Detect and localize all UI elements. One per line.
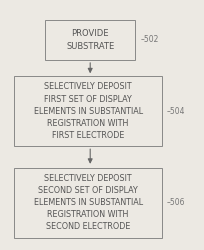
FancyBboxPatch shape	[45, 20, 135, 60]
FancyBboxPatch shape	[14, 76, 161, 146]
FancyBboxPatch shape	[14, 168, 161, 238]
Text: –502: –502	[140, 36, 158, 44]
Text: PROVIDE
SUBSTRATE: PROVIDE SUBSTRATE	[66, 30, 114, 50]
Text: –506: –506	[166, 198, 185, 207]
Text: –504: –504	[166, 107, 185, 116]
Text: SELECTIVELY DEPOSIT
SECOND SET OF DISPLAY
ELEMENTS IN SUBSTANTIAL
REGISTRATION W: SELECTIVELY DEPOSIT SECOND SET OF DISPLA…	[33, 174, 142, 231]
Text: SELECTIVELY DEPOSIT
FIRST SET OF DISPLAY
ELEMENTS IN SUBSTANTIAL
REGISTRATION WI: SELECTIVELY DEPOSIT FIRST SET OF DISPLAY…	[33, 82, 142, 140]
